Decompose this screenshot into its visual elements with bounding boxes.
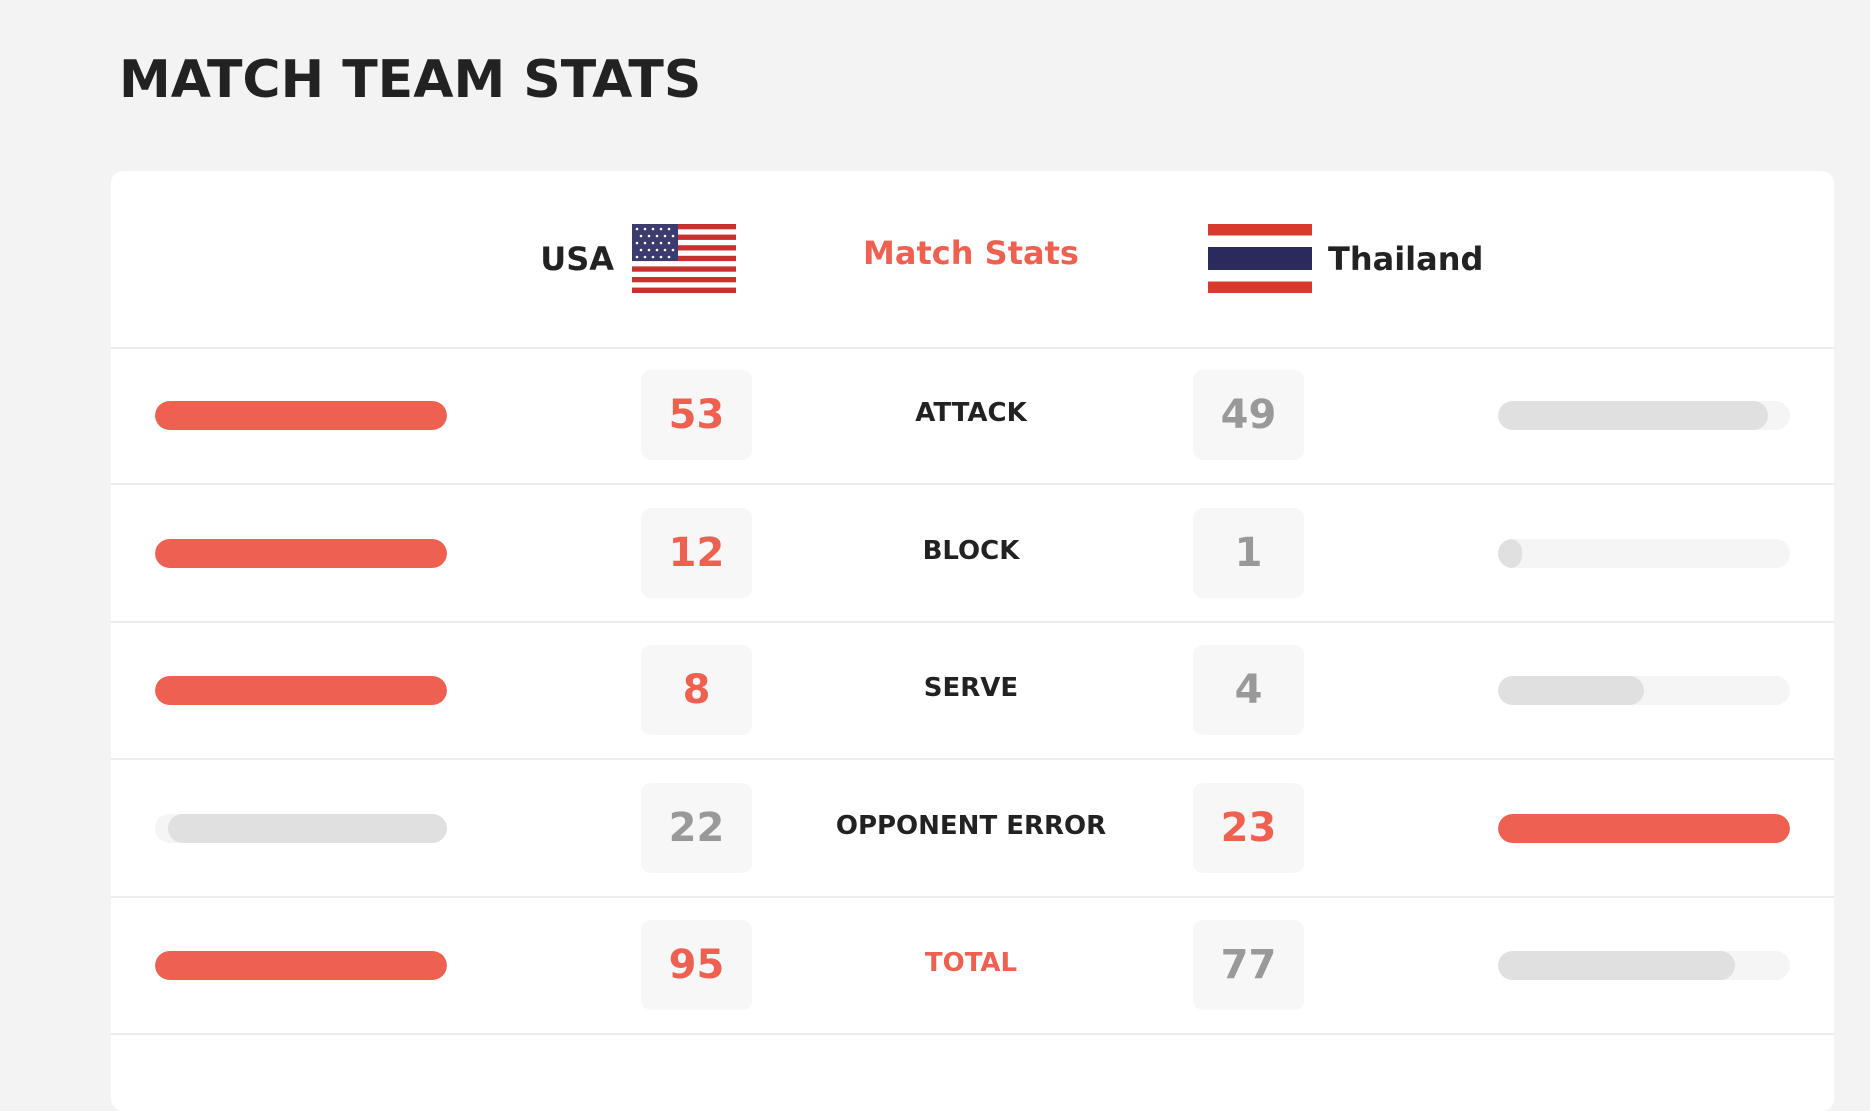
team2-bar-track (1498, 813, 1790, 843)
divider (111, 483, 1834, 485)
thailand-flag (1208, 224, 1312, 293)
team2-bar (1498, 401, 1768, 430)
team2-bar (1498, 951, 1735, 980)
center-heading: Match Stats (863, 234, 1079, 272)
divider (111, 1033, 1834, 1035)
team2-bar-track (1498, 951, 1790, 980)
stat-label: BLOCK (922, 535, 1020, 566)
team1-bar (155, 538, 447, 568)
team1-bar-track (155, 538, 447, 568)
divider (111, 620, 1834, 623)
team1-bar (155, 401, 447, 430)
team1-value: 53 (641, 370, 752, 460)
team1-value: 22 (641, 782, 752, 873)
team2-bar (1498, 813, 1790, 843)
team1-bar-track (155, 951, 447, 980)
team1-value: 12 (641, 507, 752, 598)
divider (111, 347, 1834, 349)
team1-bar-track (155, 676, 447, 705)
team1-bar (155, 951, 447, 980)
team2-bar (1498, 676, 1644, 705)
team2-bar (1498, 538, 1523, 568)
team2-value: 49 (1193, 370, 1304, 460)
divider (111, 758, 1834, 760)
team2-value: 4 (1193, 645, 1304, 735)
team1-value: 95 (641, 920, 752, 1010)
team1-bar-track (155, 401, 447, 430)
team2-bar-track (1498, 676, 1790, 705)
stat-label: SERVE (923, 673, 1019, 703)
team1-bar-track (155, 813, 447, 843)
usa-flag (632, 224, 736, 293)
team1-value: 8 (641, 645, 752, 735)
stat-label: ATTACK (915, 398, 1027, 428)
team1-bar (167, 813, 447, 843)
team1-bar (155, 676, 447, 705)
team2-value: 23 (1193, 782, 1304, 873)
team2-bar-track (1498, 538, 1790, 568)
divider (111, 895, 1834, 898)
stat-label: TOTAL (924, 948, 1018, 978)
team2-value: 77 (1193, 920, 1304, 1010)
team2-name: Thailand (1328, 240, 1484, 278)
team2-bar-track (1498, 401, 1790, 430)
team1-name: USA (540, 240, 614, 278)
page-title: MATCH TEAM STATS (119, 50, 702, 110)
team2-value: 1 (1193, 507, 1304, 598)
stat-label: OPPONENT ERROR (835, 810, 1107, 841)
